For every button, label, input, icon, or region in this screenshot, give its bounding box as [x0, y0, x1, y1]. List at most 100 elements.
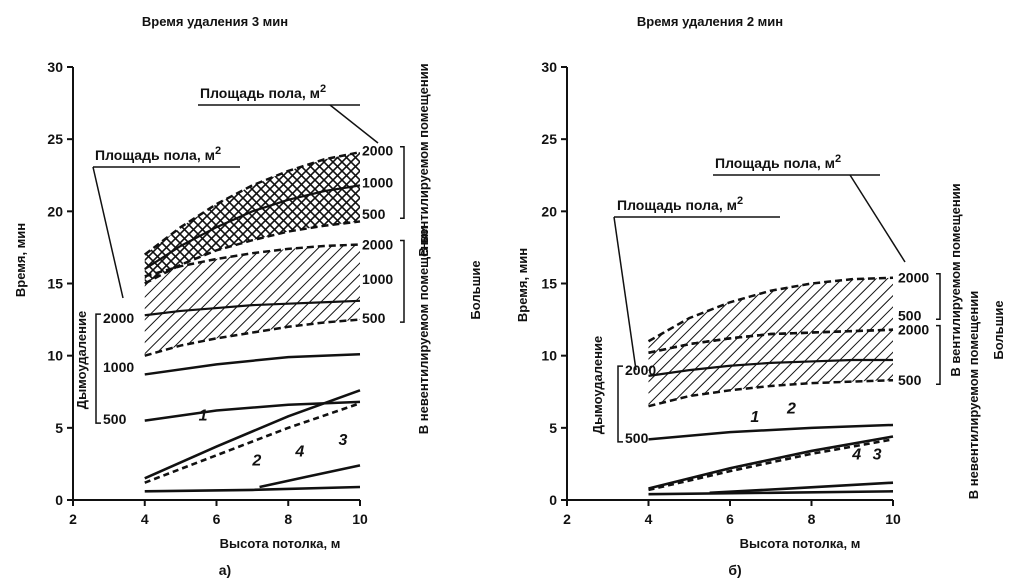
x-axis-label: Высота потолка, м [740, 536, 861, 551]
band-lower-line [144, 318, 361, 357]
area-bracket [400, 239, 405, 323]
area-label: 500 [362, 310, 386, 326]
series-line-1 [144, 389, 361, 480]
x-tick-label: 2 [69, 511, 77, 527]
area-bracket [400, 145, 405, 219]
band-middle-line [648, 358, 893, 377]
band-unventilated [144, 244, 360, 356]
y-tick-label: 0 [55, 492, 63, 508]
callout-leader [849, 174, 906, 263]
series-number-label: 2 [786, 400, 796, 417]
area-label: 1000 [362, 271, 393, 287]
series-number-label: 1 [750, 409, 759, 426]
floor-area-callout: Площадь пола, м2 [200, 83, 326, 101]
y-tick-label: 0 [549, 492, 557, 508]
panel-label: а) [219, 562, 231, 578]
y-axis-label: Время, мин [13, 223, 28, 297]
area-label: 500 [362, 206, 386, 222]
band-middle-line [144, 299, 361, 317]
area-label: 2000 [898, 270, 929, 286]
y-tick-label: 30 [47, 59, 63, 75]
area-bracket [936, 324, 941, 385]
band-middle-line [144, 184, 361, 270]
smoke-label: 1000 [103, 359, 134, 375]
y-tick-label: 10 [47, 348, 63, 364]
band-upper-line [144, 243, 361, 278]
band-unventilated [648, 329, 893, 407]
y-tick-label: 15 [541, 276, 557, 292]
smoke-bracket [95, 313, 101, 424]
smoke-bracket [617, 365, 623, 443]
x-tick-label: 2 [563, 511, 571, 527]
x-axis-label: Высота потолка, м [220, 536, 341, 551]
callout-leader [613, 216, 637, 371]
y-tick-label: 5 [549, 420, 557, 436]
series-line-4 [648, 490, 894, 496]
vertical-label-ventilated: В вентилируемом помещении [948, 183, 963, 376]
x-tick-label: 4 [141, 511, 149, 527]
smoke-label: 2000 [625, 362, 656, 378]
chart-title: Время удаления 3 мин [142, 14, 288, 29]
series-number-label: 1 [199, 408, 208, 425]
floor-area-callout: Площадь пола, м2 [617, 195, 743, 213]
y-tick-label: 25 [541, 131, 557, 147]
floor-area-callout: Площадь пола, м2 [95, 145, 221, 163]
band-ventilated [648, 277, 893, 353]
series-number-label: 4 [294, 444, 304, 461]
series-line-3 [259, 464, 361, 489]
series-line-1 [648, 435, 894, 490]
band-upper-line [647, 276, 894, 343]
smoke-line [144, 352, 361, 376]
side-label: Большие [991, 300, 1006, 359]
smoke-label: 500 [103, 411, 127, 427]
y-axis-label: Время, мин [515, 248, 530, 322]
chart-title: Время удаления 2 мин [637, 14, 783, 29]
x-tick-label: 6 [726, 511, 734, 527]
series-line-2 [648, 438, 894, 492]
smoke-label: 2000 [103, 310, 134, 326]
area-bracket [936, 272, 941, 321]
left-group-label: Дымоудаление [590, 336, 605, 434]
y-tick-label: 5 [55, 420, 63, 436]
band-lower-line [144, 220, 361, 285]
x-tick-label: 10 [352, 511, 368, 527]
vertical-label-unventilated: В невентилируемом помещении [966, 291, 981, 499]
band-upper-line [648, 328, 894, 355]
floor-area-callout: Площадь пола, м2 [715, 153, 841, 171]
x-tick-label: 6 [213, 511, 221, 527]
x-tick-label: 8 [284, 511, 292, 527]
callout-leader [329, 104, 379, 144]
smoke-label: 500 [625, 430, 649, 446]
series-number-label: 4 [851, 447, 861, 464]
y-tick-label: 15 [47, 276, 63, 292]
series-line-2 [144, 402, 361, 484]
panel-label: б) [728, 562, 741, 578]
side-label: Большие [468, 260, 483, 319]
vertical-label-ventilated: В вентилируемом помещении [416, 63, 431, 256]
series-line-4 [144, 485, 361, 493]
callout-leader [92, 166, 124, 299]
area-label: 1000 [362, 174, 393, 190]
area-label: 500 [898, 372, 922, 388]
smoke-line [144, 400, 361, 422]
area-label: 2000 [898, 322, 929, 338]
chart-panel-a: Время удаления 3 мин 0 5 10 15 20 25 30 2 4 6 8 10 Вы… [13, 14, 483, 578]
band-upper-line [143, 150, 361, 256]
y-tick-label: 10 [541, 348, 557, 364]
series-line-3 [709, 481, 894, 495]
series-number-label: 3 [873, 447, 882, 464]
y-tick-label: 20 [47, 203, 63, 219]
band-lower-line [648, 378, 894, 408]
series-number-label: 3 [338, 432, 347, 449]
left-group-label: Дымоудаление [74, 311, 89, 409]
chart-panel-b: Время удаления 2 мин 0 5 10 15 20 25 30 2 4 6 8 10 Вы… [515, 14, 1006, 578]
band-ventilated [144, 152, 360, 284]
area-label: 2000 [362, 237, 393, 253]
y-tick-label: 20 [541, 203, 557, 219]
x-tick-label: 10 [885, 511, 901, 527]
area-label: 500 [898, 307, 922, 323]
y-tick-label: 25 [47, 131, 63, 147]
series-number-label: 2 [251, 452, 261, 469]
smoke-line [648, 423, 894, 441]
